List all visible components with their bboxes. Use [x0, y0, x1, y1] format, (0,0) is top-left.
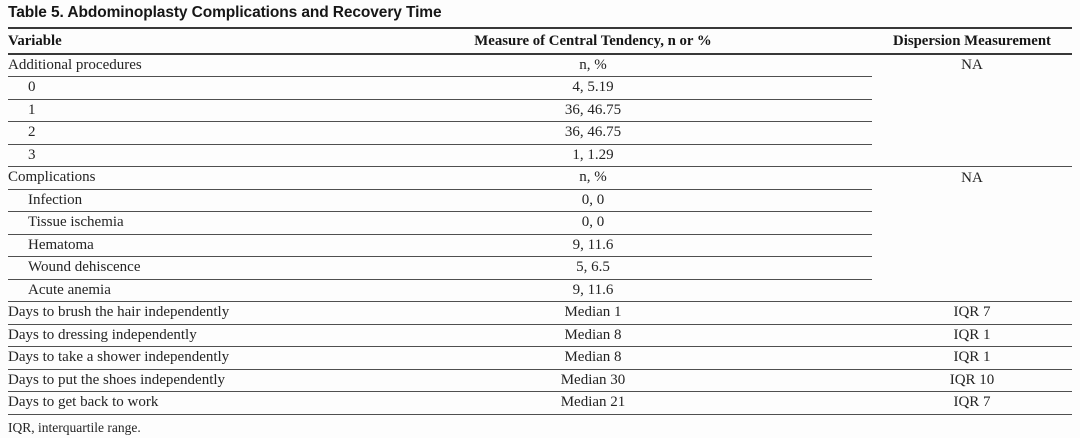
measure-cell: Median 8 [314, 346, 872, 370]
table-title: Table 5. Abdominoplasty Complications an… [8, 4, 442, 21]
variable-cell: Days to brush the hair independently [8, 301, 314, 325]
dispersion-cell: IQR 1 [872, 346, 1072, 370]
dispersion-cell: IQR 7 [872, 301, 1072, 325]
dispersion-cell: IQR 1 [872, 324, 1072, 347]
measure-cell: 5, 6.5 [314, 256, 872, 280]
variable-cell: Days to take a shower independently [8, 346, 314, 370]
variable-cell: 2 [8, 121, 314, 145]
variable-cell: Days to put the shoes independently [8, 369, 314, 392]
dispersion-cell [872, 144, 1072, 167]
measure-cell: Median 30 [314, 369, 872, 392]
dispersion-cell [872, 77, 1072, 100]
table-row: Wound dehiscence 5, 6.5 [8, 256, 1072, 280]
dispersion-cell [872, 122, 1072, 145]
measure-cell: n, % [314, 54, 872, 77]
table-footnote: IQR, interquartile range. [8, 419, 141, 435]
dispersion-cell: IQR 7 [872, 391, 1072, 415]
table-row: Complications n, % NA [8, 166, 1072, 190]
table-body: Additional procedures n, % NA 0 4, 5.19 … [8, 54, 1072, 415]
variable-cell: Hematoma [8, 234, 314, 257]
table-row: Hematoma 9, 11.6 [8, 234, 1072, 257]
data-table: Variable Measure of Central Tendency, n … [8, 27, 1072, 415]
variable-cell: 0 [8, 76, 314, 100]
table-row: Days to dressing independently Median 8 … [8, 324, 1072, 347]
variable-cell: Wound dehiscence [8, 256, 314, 280]
dispersion-cell: NA [961, 57, 983, 74]
dispersion-cell [872, 279, 1072, 302]
dispersion-cell: NA [961, 169, 983, 186]
column-header-measure: Measure of Central Tendency, n or % [314, 27, 872, 55]
variable-cell: Complications [8, 166, 314, 190]
dispersion-cell: IQR 10 [872, 369, 1072, 392]
dispersion-cell [872, 257, 1072, 280]
variable-cell: Tissue ischemia [8, 211, 314, 235]
variable-cell: 1 [8, 99, 314, 122]
table-row: Acute anemia 9, 11.6 [8, 279, 1072, 302]
variable-cell: Acute anemia [8, 279, 314, 302]
variable-cell: 3 [8, 144, 314, 167]
measure-cell: Median 8 [314, 324, 872, 347]
table-row: Days to get back to work Median 21 IQR 7 [8, 391, 1072, 415]
table-row: Additional procedures n, % NA [8, 54, 1072, 77]
table-row: Days to take a shower independently Medi… [8, 346, 1072, 370]
dispersion-cell [872, 234, 1072, 257]
table-row: Days to put the shoes independently Medi… [8, 369, 1072, 392]
measure-cell: 0, 0 [314, 189, 872, 212]
measure-cell: 0, 0 [314, 211, 872, 235]
measure-cell: 1, 1.29 [314, 144, 872, 167]
measure-cell: 4, 5.19 [314, 76, 872, 100]
dispersion-cell [872, 189, 1072, 212]
table-row: Days to brush the hair independently Med… [8, 301, 1072, 325]
table-row: Tissue ischemia 0, 0 [8, 211, 1072, 235]
table-row: Infection 0, 0 [8, 189, 1072, 212]
measure-cell: 36, 46.75 [314, 99, 872, 122]
variable-cell: Additional procedures [8, 54, 314, 77]
table-row: 0 4, 5.19 [8, 76, 1072, 100]
table-row: 1 36, 46.75 [8, 99, 1072, 122]
variable-cell: Infection [8, 189, 314, 212]
variable-cell: Days to dressing independently [8, 324, 314, 347]
dispersion-cell [872, 212, 1072, 235]
measure-cell: n, % [314, 166, 872, 190]
dispersion-cell [872, 99, 1072, 122]
measure-cell: Median 1 [314, 301, 872, 325]
table-row: 3 1, 1.29 [8, 144, 1072, 167]
header-row: Variable Measure of Central Tendency, n … [8, 27, 1072, 55]
column-header-variable: Variable [8, 27, 314, 55]
measure-cell: 9, 11.6 [314, 234, 872, 257]
measure-cell: 36, 46.75 [314, 121, 872, 145]
column-header-dispersion: Dispersion Measurement [872, 27, 1072, 55]
variable-cell: Days to get back to work [8, 391, 314, 415]
measure-cell: 9, 11.6 [314, 279, 872, 302]
measure-cell: Median 21 [314, 391, 872, 415]
table-row: 2 36, 46.75 [8, 121, 1072, 145]
